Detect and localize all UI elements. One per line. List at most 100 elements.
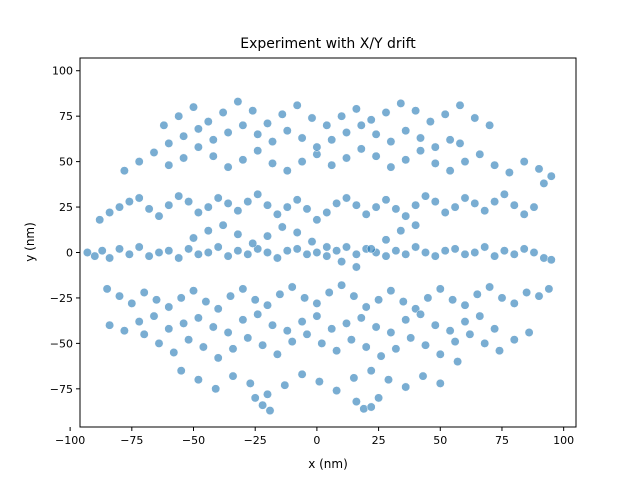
data-point	[485, 120, 495, 130]
y-tick-label: 0	[66, 246, 73, 259]
data-point	[193, 313, 203, 323]
data-point	[435, 349, 445, 359]
data-point	[522, 288, 532, 297]
data-point	[475, 311, 485, 321]
data-point	[504, 168, 514, 177]
data-point	[134, 193, 144, 203]
data-point	[263, 200, 272, 210]
data-point	[312, 248, 322, 257]
data-point	[337, 111, 347, 121]
data-point	[193, 124, 203, 134]
data-point	[346, 335, 356, 345]
data-point	[351, 104, 361, 114]
data-point	[238, 155, 248, 165]
data-point	[411, 220, 421, 230]
data-point	[332, 386, 342, 396]
data-point	[435, 284, 445, 294]
data-point	[179, 131, 189, 141]
data-point	[411, 106, 421, 116]
data-point	[105, 320, 115, 330]
data-point	[193, 208, 203, 217]
data-point	[366, 402, 376, 412]
data-point	[223, 162, 233, 172]
data-point	[356, 144, 366, 154]
data-point	[292, 228, 302, 237]
data-point	[292, 100, 302, 110]
data-point	[233, 229, 243, 239]
data-point	[470, 248, 480, 257]
chart-title: Experiment with X/Y drift	[240, 36, 416, 52]
x-axis-ticks: −100 −75 −50 −25 0 25 50 75 100	[55, 427, 574, 447]
data-point	[423, 293, 433, 303]
y-tick-label: −25	[50, 292, 73, 305]
data-point	[124, 197, 134, 207]
data-point	[139, 288, 149, 297]
data-point	[455, 100, 465, 110]
y-tick-label: 50	[59, 156, 73, 169]
data-point	[193, 375, 203, 385]
data-point	[470, 113, 480, 123]
data-point	[297, 369, 307, 379]
data-point	[203, 117, 213, 127]
data-point	[213, 304, 223, 314]
data-point	[356, 313, 366, 323]
data-point	[374, 295, 384, 305]
data-point	[164, 324, 174, 334]
data-point	[386, 137, 396, 147]
y-axis-ticks: −75 −50 −25 0 25 50 75 100	[50, 65, 80, 396]
data-point	[218, 108, 228, 117]
data-point	[445, 326, 455, 336]
data-point	[317, 338, 327, 348]
data-point	[361, 302, 371, 312]
data-point	[322, 120, 332, 130]
data-point	[546, 255, 556, 265]
data-point	[509, 249, 519, 259]
data-point	[381, 251, 391, 261]
data-point	[258, 400, 268, 410]
data-point	[371, 129, 381, 139]
data-point	[250, 295, 260, 305]
data-point	[297, 317, 307, 327]
data-point	[105, 208, 115, 217]
data-point	[115, 291, 124, 301]
data-point	[470, 198, 480, 208]
data-point	[263, 300, 272, 310]
data-point	[253, 244, 263, 254]
x-tick-label: −50	[182, 434, 205, 447]
data-point	[297, 157, 307, 167]
data-point	[425, 117, 435, 127]
data-point	[248, 106, 258, 116]
data-point	[322, 208, 332, 217]
data-point	[327, 324, 337, 334]
data-point	[268, 320, 277, 330]
data-point	[174, 253, 184, 263]
data-point	[203, 226, 213, 236]
y-tick-label: 75	[59, 110, 73, 123]
data-point	[396, 226, 406, 236]
data-point	[332, 198, 342, 208]
data-point	[322, 251, 332, 261]
data-point	[287, 337, 297, 347]
data-point	[490, 197, 500, 207]
data-point	[398, 297, 408, 307]
data-point	[421, 191, 430, 201]
x-tick-label: −25	[244, 434, 267, 447]
data-point	[119, 326, 129, 336]
data-point	[152, 295, 161, 305]
data-point	[208, 151, 218, 161]
data-point	[351, 249, 361, 259]
data-point	[416, 146, 425, 156]
data-point	[253, 146, 263, 156]
data-point	[233, 97, 243, 107]
data-point	[90, 251, 100, 261]
data-point	[176, 366, 186, 376]
data-point	[381, 235, 391, 245]
data-point	[371, 151, 381, 161]
data-point	[169, 348, 179, 357]
data-point	[472, 289, 482, 299]
data-point	[211, 384, 221, 394]
data-point	[460, 317, 470, 327]
data-point	[411, 200, 421, 210]
